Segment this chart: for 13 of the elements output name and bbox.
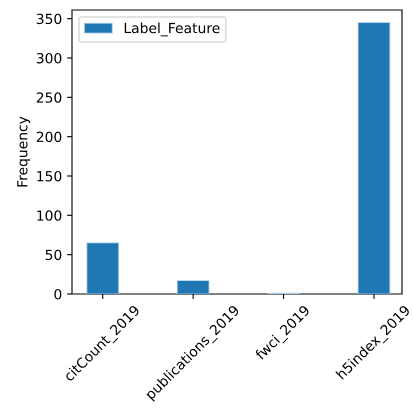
y-tick-label: 100 bbox=[37, 210, 62, 221]
legend-label: Label_Feature bbox=[124, 22, 220, 36]
y-tick-label: 350 bbox=[36, 14, 62, 24]
y-tick-label: 300 bbox=[36, 52, 62, 64]
y-tick-label: 50 bbox=[46, 250, 62, 260]
bar bbox=[86, 242, 119, 294]
y-tick-label: 200 bbox=[36, 132, 62, 142]
bar bbox=[176, 280, 210, 294]
y-axis-title: Frequency bbox=[17, 116, 30, 187]
y-tick-label: 150 bbox=[37, 170, 62, 182]
bar bbox=[358, 22, 390, 294]
y-tick-label: 0 bbox=[54, 288, 62, 300]
y-tick-label: 250 bbox=[36, 92, 62, 103]
